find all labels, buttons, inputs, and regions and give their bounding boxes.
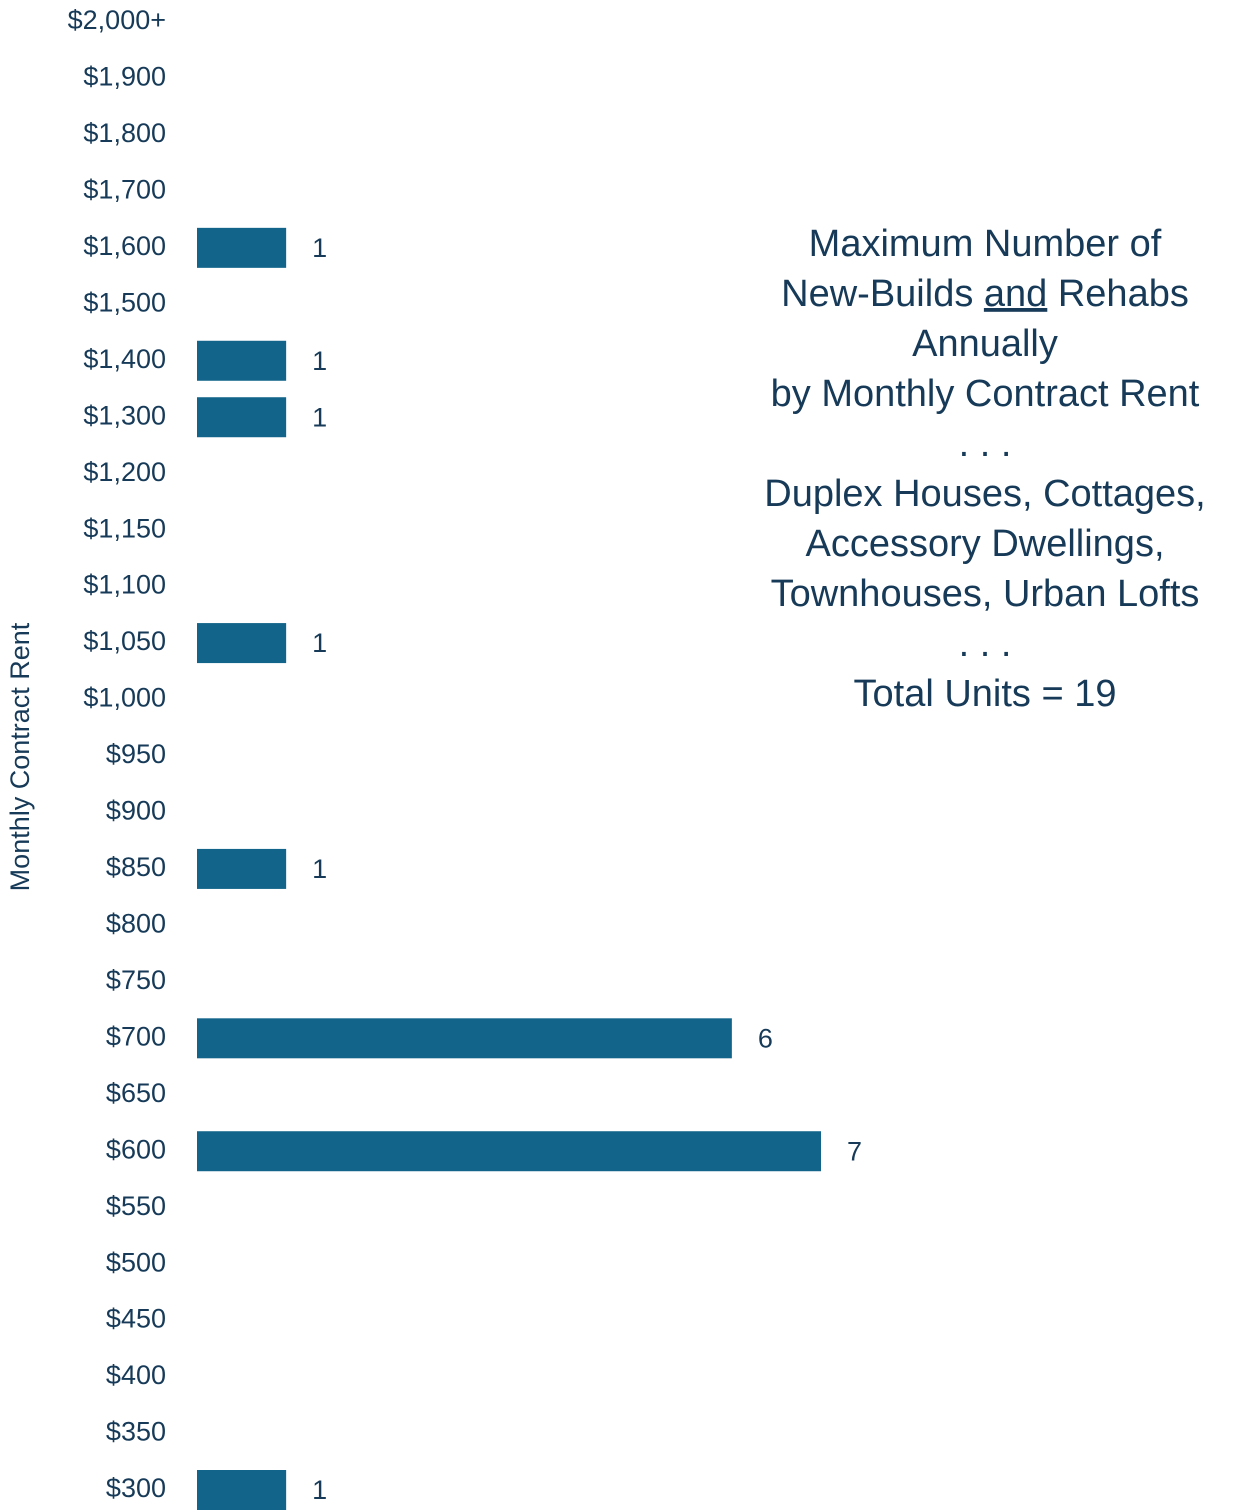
title-segment: Maximum Number of bbox=[809, 223, 1162, 265]
y-tick-label: $800 bbox=[106, 909, 166, 939]
title-segment: Townhouses, Urban Lofts bbox=[771, 573, 1200, 615]
y-tick-label: $500 bbox=[106, 1247, 166, 1277]
title-segment: and bbox=[984, 273, 1047, 315]
title-segment: New-Builds bbox=[781, 273, 984, 315]
y-tick-label: $1,150 bbox=[83, 513, 166, 543]
y-axis-label: Monthly Contract Rent bbox=[5, 622, 35, 891]
data-label: 1 bbox=[312, 346, 327, 376]
title-line: Townhouses, Urban Lofts bbox=[771, 573, 1200, 615]
y-tick-label: $350 bbox=[106, 1417, 166, 1447]
y-tick-label: $1,300 bbox=[83, 400, 166, 430]
y-tick-label: $400 bbox=[106, 1360, 166, 1390]
y-tick-label: $1,100 bbox=[83, 570, 166, 600]
bar bbox=[197, 1131, 821, 1172]
y-tick-label: $1,800 bbox=[83, 118, 166, 148]
y-tick-label: $750 bbox=[106, 965, 166, 995]
y-tick-label: $2,000+ bbox=[68, 5, 166, 35]
data-label: 1 bbox=[312, 628, 327, 658]
y-tick-label: $1,200 bbox=[83, 457, 166, 487]
y-tick-label: $300 bbox=[106, 1473, 166, 1503]
data-label: 1 bbox=[312, 1475, 327, 1505]
title-line: . . . bbox=[959, 423, 1012, 465]
y-tick-label: $650 bbox=[106, 1078, 166, 1108]
data-label: 1 bbox=[312, 233, 327, 263]
bar bbox=[197, 623, 287, 664]
y-tick-label: $1,050 bbox=[83, 626, 166, 656]
y-tick-label: $600 bbox=[106, 1134, 166, 1164]
y-tick-label: $950 bbox=[106, 739, 166, 769]
y-tick-label: $1,700 bbox=[83, 175, 166, 205]
y-tick-label: $550 bbox=[106, 1191, 166, 1221]
title-segment: . . . bbox=[959, 623, 1012, 665]
y-tick-label: $1,600 bbox=[83, 231, 166, 261]
title-segment: Rehabs bbox=[1047, 273, 1189, 315]
y-tick-label: $900 bbox=[106, 796, 166, 826]
y-tick-label: $1,400 bbox=[83, 344, 166, 374]
y-tick-label: $1,500 bbox=[83, 287, 166, 317]
title-line: by Monthly Contract Rent bbox=[771, 373, 1200, 415]
title-line: Maximum Number of bbox=[809, 223, 1162, 265]
title-segment: Total Units = 19 bbox=[854, 673, 1117, 715]
y-tick-label: $1,900 bbox=[83, 62, 166, 92]
y-tick-label: $850 bbox=[106, 852, 166, 882]
y-tick-label: $700 bbox=[106, 1021, 166, 1051]
title-segment: . . . bbox=[959, 423, 1012, 465]
data-label: 1 bbox=[312, 854, 327, 884]
title-line: Duplex Houses, Cottages, bbox=[764, 473, 1205, 515]
title-line: . . . bbox=[959, 623, 1012, 665]
title-line: Annually bbox=[912, 323, 1058, 365]
data-label: 6 bbox=[758, 1023, 773, 1053]
y-tick-label: $1,000 bbox=[83, 683, 166, 713]
title-segment: Duplex Houses, Cottages, bbox=[764, 473, 1205, 515]
bar bbox=[197, 227, 287, 268]
title-line: Accessory Dwellings, bbox=[806, 523, 1165, 565]
bar bbox=[197, 848, 287, 889]
bar bbox=[197, 1470, 287, 1510]
data-label: 7 bbox=[847, 1136, 862, 1166]
y-tick-label: $450 bbox=[106, 1304, 166, 1334]
data-label: 1 bbox=[312, 402, 327, 432]
bar bbox=[197, 397, 287, 438]
title-line: New-Builds and Rehabs bbox=[781, 273, 1189, 315]
title-segment: by Monthly Contract Rent bbox=[771, 373, 1200, 415]
bar bbox=[197, 340, 287, 381]
title-segment: Annually bbox=[912, 323, 1058, 365]
title-line: Total Units = 19 bbox=[854, 673, 1117, 715]
title-segment: Accessory Dwellings, bbox=[806, 523, 1165, 565]
bar bbox=[197, 1018, 732, 1059]
